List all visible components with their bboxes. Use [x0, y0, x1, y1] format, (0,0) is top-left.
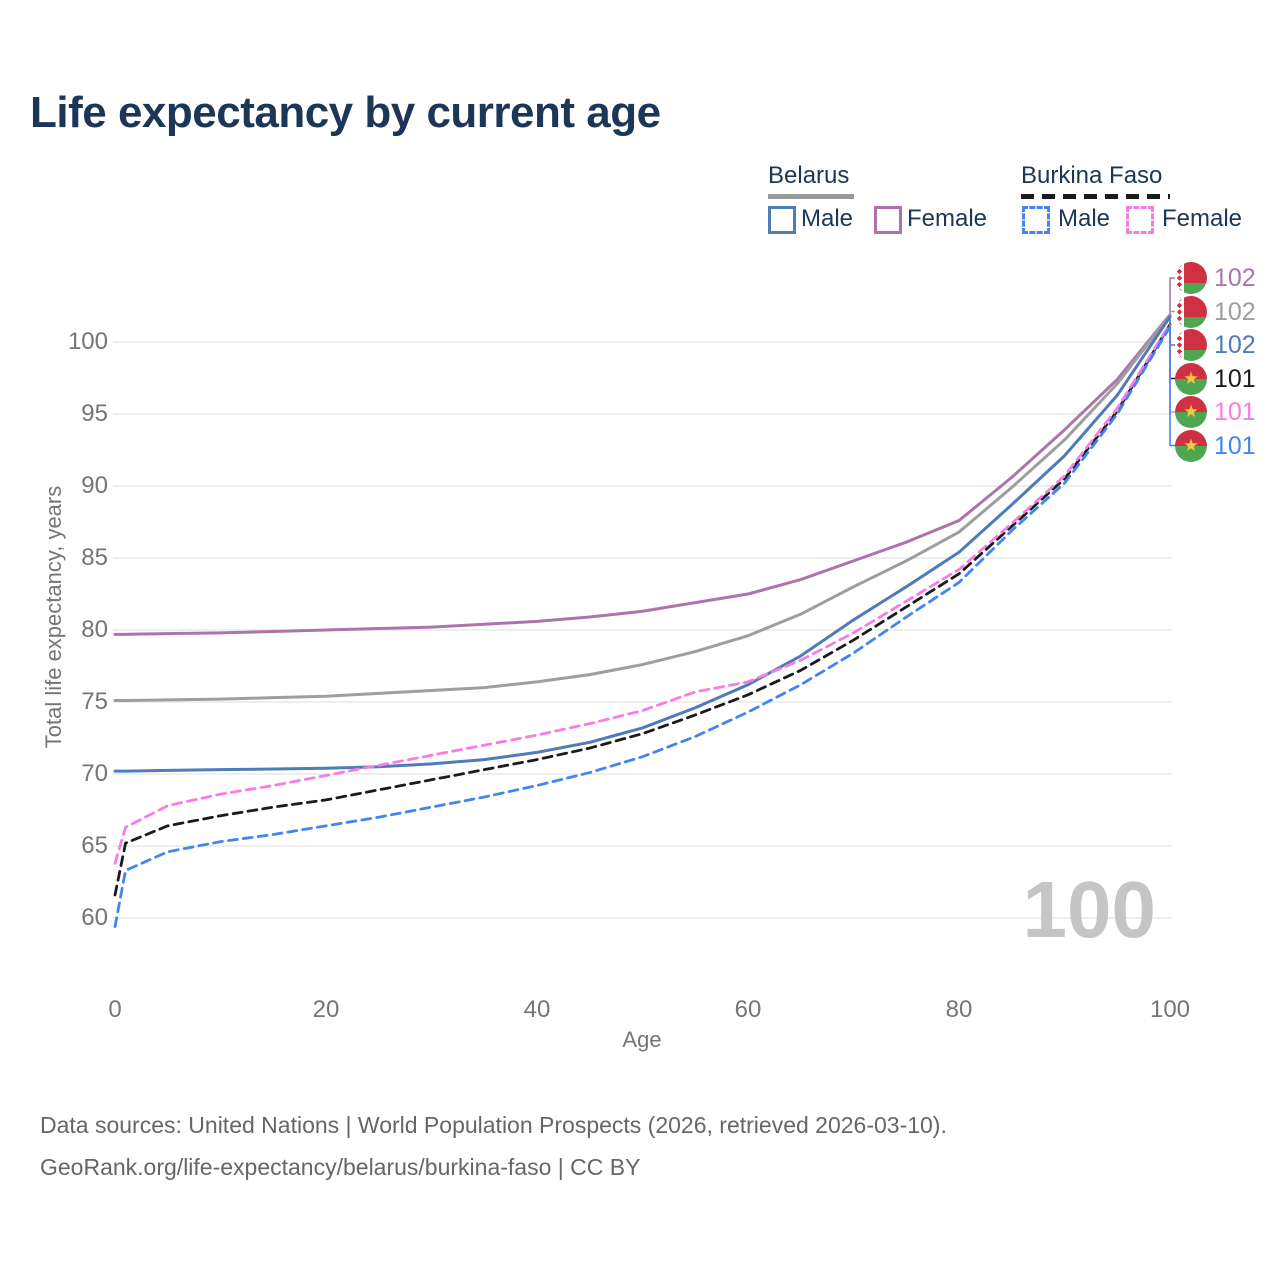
x-tick-60: 60	[734, 996, 762, 1023]
burkina_total-line[interactable]	[113, 323, 1172, 897]
legend-swatch-burkina-female[interactable]	[1126, 206, 1154, 234]
y-tick-95: 95	[81, 400, 108, 427]
burkina-faso-flag-icon	[1175, 362, 1207, 395]
belarus_female-line[interactable]	[113, 313, 1172, 636]
series-end-labels: 102 102 102 101 101 101	[1175, 0, 1280, 1280]
footer-line-1: Data sources: United Nations | World Pop…	[40, 1112, 947, 1138]
legend-swatch-belarus-male[interactable]	[768, 206, 796, 234]
legend-label-belarus-male[interactable]: Male	[801, 205, 854, 232]
x-tick-40: 40	[523, 996, 551, 1023]
belarus-flag-icon	[1175, 329, 1207, 361]
legend-group-burkina-title: Burkina Faso	[1021, 162, 1163, 189]
legend-label-belarus-female[interactable]: Female	[907, 205, 988, 232]
y-tick-60: 60	[81, 904, 108, 931]
data-source-footer: Data sources: United Nations | World Pop…	[40, 1104, 1160, 1188]
legend-swatch-belarus-female[interactable]	[874, 206, 902, 234]
belarus_total-end-label-row: 102	[1175, 295, 1256, 329]
y-tick-75: 75	[81, 688, 108, 715]
x-tick-100: 100	[1149, 996, 1191, 1023]
x-axis-title: Age	[622, 1027, 662, 1052]
belarus-flag-icon	[1175, 295, 1207, 328]
belarus_female-leader-line	[1169, 277, 1177, 315]
y-tick-90: 90	[81, 472, 108, 499]
belarus-line-style-sample	[768, 194, 854, 199]
belarus_female-end-label-row: 102	[1175, 261, 1256, 295]
y-tick-85: 85	[81, 544, 108, 571]
burkina-faso-flag-icon	[1175, 396, 1207, 428]
legend-label-burkina-female[interactable]: Female	[1162, 205, 1243, 232]
burkina-faso-flag-icon	[1175, 429, 1207, 462]
belarus_male-line[interactable]	[113, 315, 1172, 773]
burkina_female-line[interactable]	[113, 322, 1172, 865]
burkina_total-end-value: 101	[1214, 364, 1256, 393]
y-tick-65: 65	[81, 832, 108, 859]
belarus_total-line[interactable]	[113, 313, 1172, 703]
x-tick-80: 80	[945, 996, 973, 1023]
y-tick-100: 100	[67, 328, 108, 355]
burkina_male-line[interactable]	[113, 325, 1172, 929]
burkina_total-end-label-row: 101	[1175, 362, 1256, 396]
burkina_female-end-value: 101	[1214, 398, 1256, 426]
y-tick-70: 70	[81, 760, 108, 787]
belarus_male-end-label-row: 102	[1175, 328, 1256, 362]
page-title: Life expectancy by current age	[30, 88, 661, 137]
y-tick-80: 80	[81, 616, 108, 643]
burkina-line-style-sample	[1021, 194, 1170, 199]
burkina_male-end-label-row: 101	[1175, 429, 1256, 463]
belarus_total-leader-line	[1169, 310, 1177, 316]
belarus_total-end-value: 102	[1214, 297, 1256, 326]
legend-label-burkina-male[interactable]: Male	[1058, 205, 1111, 232]
burkina_male-end-value: 101	[1214, 431, 1256, 460]
belarus_female-end-value: 102	[1214, 264, 1256, 292]
footer-line-2: GeoRank.org/life-expectancy/belarus/burk…	[40, 1154, 641, 1180]
age-watermark: 100	[1022, 865, 1156, 954]
legend-group-belarus-title: Belarus	[768, 162, 850, 189]
y-axis-title: Total life expectancy, years	[41, 485, 66, 749]
burkina_female-end-label-row: 101	[1175, 395, 1256, 429]
legend-swatch-burkina-male[interactable]	[1022, 206, 1050, 234]
burkina_male-leader-line	[1169, 326, 1177, 447]
x-tick-0: 0	[108, 996, 122, 1023]
x-tick-20: 20	[312, 996, 340, 1023]
belarus-flag-icon	[1175, 262, 1207, 294]
belarus_male-end-value: 102	[1214, 331, 1256, 359]
